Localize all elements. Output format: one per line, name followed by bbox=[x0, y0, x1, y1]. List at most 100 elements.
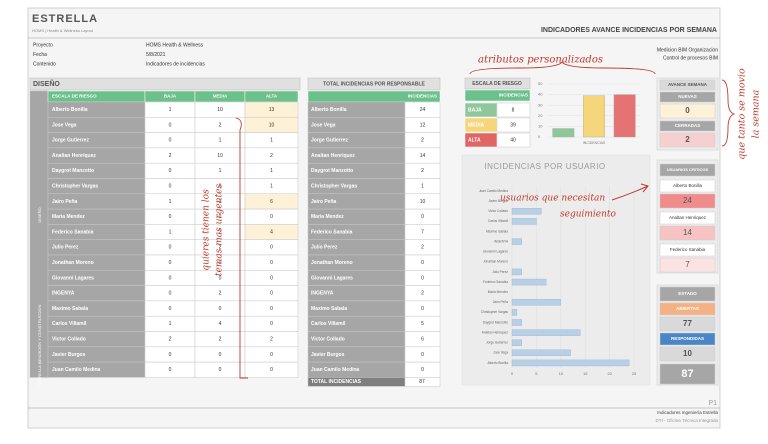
status-value: 77 bbox=[683, 319, 692, 328]
annotation: atributos personalizados bbox=[478, 55, 603, 66]
y-tick-label: 0 bbox=[538, 134, 541, 139]
bar bbox=[511, 268, 522, 276]
status-label: RESPONDIDAS bbox=[671, 336, 704, 341]
cell-value: 0 bbox=[169, 352, 172, 358]
card-title: ESTADO bbox=[678, 291, 697, 296]
card-label-box bbox=[659, 91, 716, 103]
cell-value: 2 bbox=[169, 336, 172, 342]
total-value: 87 bbox=[419, 379, 425, 385]
row-name: Javier Burgos bbox=[52, 352, 86, 358]
section-title: DISEÑO bbox=[33, 79, 60, 88]
bar bbox=[583, 95, 605, 138]
row-name: Jorge Gutierrez bbox=[311, 138, 348, 144]
row-name: Giovanni Lagares bbox=[52, 275, 94, 281]
row-name: Alberto Bonilla bbox=[52, 107, 88, 113]
y-tick-label: Federico Sanabia bbox=[483, 280, 508, 284]
critical-user-name-box bbox=[659, 211, 716, 225]
row-name: Victor Collado bbox=[52, 336, 86, 342]
y-tick-label: Carlos Villamil bbox=[488, 219, 508, 223]
cell-value: 0 bbox=[421, 306, 424, 312]
annotation: usuarios que necesitan bbox=[500, 194, 605, 204]
info-right: Medicion BIM Organizacion bbox=[657, 47, 718, 53]
row-name: Maria Mendez bbox=[311, 214, 344, 220]
cell-value: 1 bbox=[270, 168, 273, 174]
cell-value: 2 bbox=[219, 229, 222, 235]
cell-value: 0 bbox=[270, 245, 273, 251]
column-header: MEDIA bbox=[213, 94, 228, 99]
row-name: Maria Mendez bbox=[52, 214, 85, 220]
critical-user-value: 24 bbox=[683, 196, 692, 205]
status-label: ABIERTAS bbox=[676, 306, 699, 311]
info-value: 5/8/2021 bbox=[146, 52, 166, 58]
info-label: Fecha bbox=[33, 52, 47, 58]
critical-user-name: Alberto Bonilla bbox=[673, 183, 703, 188]
footer-text: Indicadores Ingeniería Estrella bbox=[657, 410, 718, 415]
row-name: Jonathan Moreno bbox=[52, 260, 94, 266]
cell-value: 0 bbox=[169, 122, 172, 128]
cell-value: 0 bbox=[270, 352, 273, 358]
row-name: Giovanni Lagares bbox=[311, 275, 353, 281]
cell-value: 24 bbox=[420, 107, 426, 113]
row-name: INGENYA bbox=[311, 291, 334, 297]
cell-value: 0 bbox=[219, 306, 222, 312]
y-tick-label: Julio Perez bbox=[492, 270, 508, 274]
cell-value: 1 bbox=[270, 183, 273, 189]
bar bbox=[613, 94, 636, 138]
bar bbox=[511, 359, 630, 367]
cell-value: 0 bbox=[219, 183, 222, 189]
status-total-box bbox=[659, 363, 716, 385]
cell-value: 0 bbox=[421, 352, 424, 358]
y-tick-label: Victor Collado bbox=[488, 209, 508, 213]
y-tick-label: INGENYA bbox=[494, 239, 509, 243]
card-value-box bbox=[659, 132, 716, 148]
card-title: USUARIOS CRITICOS bbox=[667, 167, 709, 172]
row-name: Jorge Gutierrez bbox=[52, 138, 89, 144]
cell-value: 2 bbox=[219, 336, 222, 342]
section-title: TOTAL INCIDENCIAS POR RESPONSABLE bbox=[323, 81, 425, 87]
annotation: temas mas urgentes bbox=[215, 183, 225, 276]
risk-value: 40 bbox=[510, 137, 516, 143]
card-label: NUEVAS bbox=[678, 94, 696, 99]
annotation-arrow bbox=[611, 183, 649, 201]
x-axis-label: INCIDENCIAS bbox=[583, 141, 606, 145]
row-name: INGENYA bbox=[52, 291, 75, 297]
row-name: Carlos Villamil bbox=[52, 321, 87, 327]
chart-panel bbox=[461, 154, 651, 386]
cell-value: 0 bbox=[270, 367, 273, 373]
cell-value: 12 bbox=[420, 122, 426, 128]
cell-value: 10 bbox=[217, 107, 223, 113]
y-tick-label: Jonathan Moreno bbox=[483, 260, 508, 264]
cell-value: 10 bbox=[269, 122, 275, 128]
info-right: Control de procesos BIM bbox=[663, 55, 718, 61]
bar bbox=[511, 329, 581, 336]
row-name: Alberto Bonilla bbox=[311, 107, 347, 113]
bar bbox=[511, 299, 561, 306]
y-tick-label: Jairo Peña bbox=[493, 300, 508, 304]
info-label: Proyecto bbox=[33, 42, 53, 48]
cell-value: 4 bbox=[219, 321, 222, 327]
column-header: BAJA bbox=[164, 94, 177, 99]
info-label: Contenido bbox=[33, 61, 56, 67]
card-title-box bbox=[659, 286, 716, 302]
cell-value: 0 bbox=[421, 214, 424, 220]
cell-value: 0 bbox=[169, 291, 172, 297]
card-title-box bbox=[659, 163, 716, 177]
row-name: Jairo Peña bbox=[311, 199, 337, 205]
cell-value: 0 bbox=[169, 306, 172, 312]
row-name: Juan Camilo Medina bbox=[52, 367, 101, 373]
bar bbox=[511, 349, 571, 357]
cell-value: 2 bbox=[270, 153, 273, 159]
annotation: seguimiento bbox=[560, 210, 617, 220]
critical-user-value: 14 bbox=[683, 228, 692, 237]
card-label-box bbox=[659, 120, 716, 132]
annotation-brace bbox=[469, 61, 656, 75]
cell-value: 0 bbox=[219, 214, 222, 220]
row-name: Julio Perez bbox=[52, 245, 79, 251]
column-header: ALTA bbox=[266, 94, 278, 99]
chart-title: INCIDENCIAS POR USUARIO bbox=[484, 162, 605, 171]
x-tick-label: 15 bbox=[583, 371, 588, 376]
row-name: Javier Burgos bbox=[311, 352, 345, 358]
cell-value: 4 bbox=[270, 229, 273, 235]
critical-user-name: Analtan Henriquez bbox=[669, 215, 707, 220]
